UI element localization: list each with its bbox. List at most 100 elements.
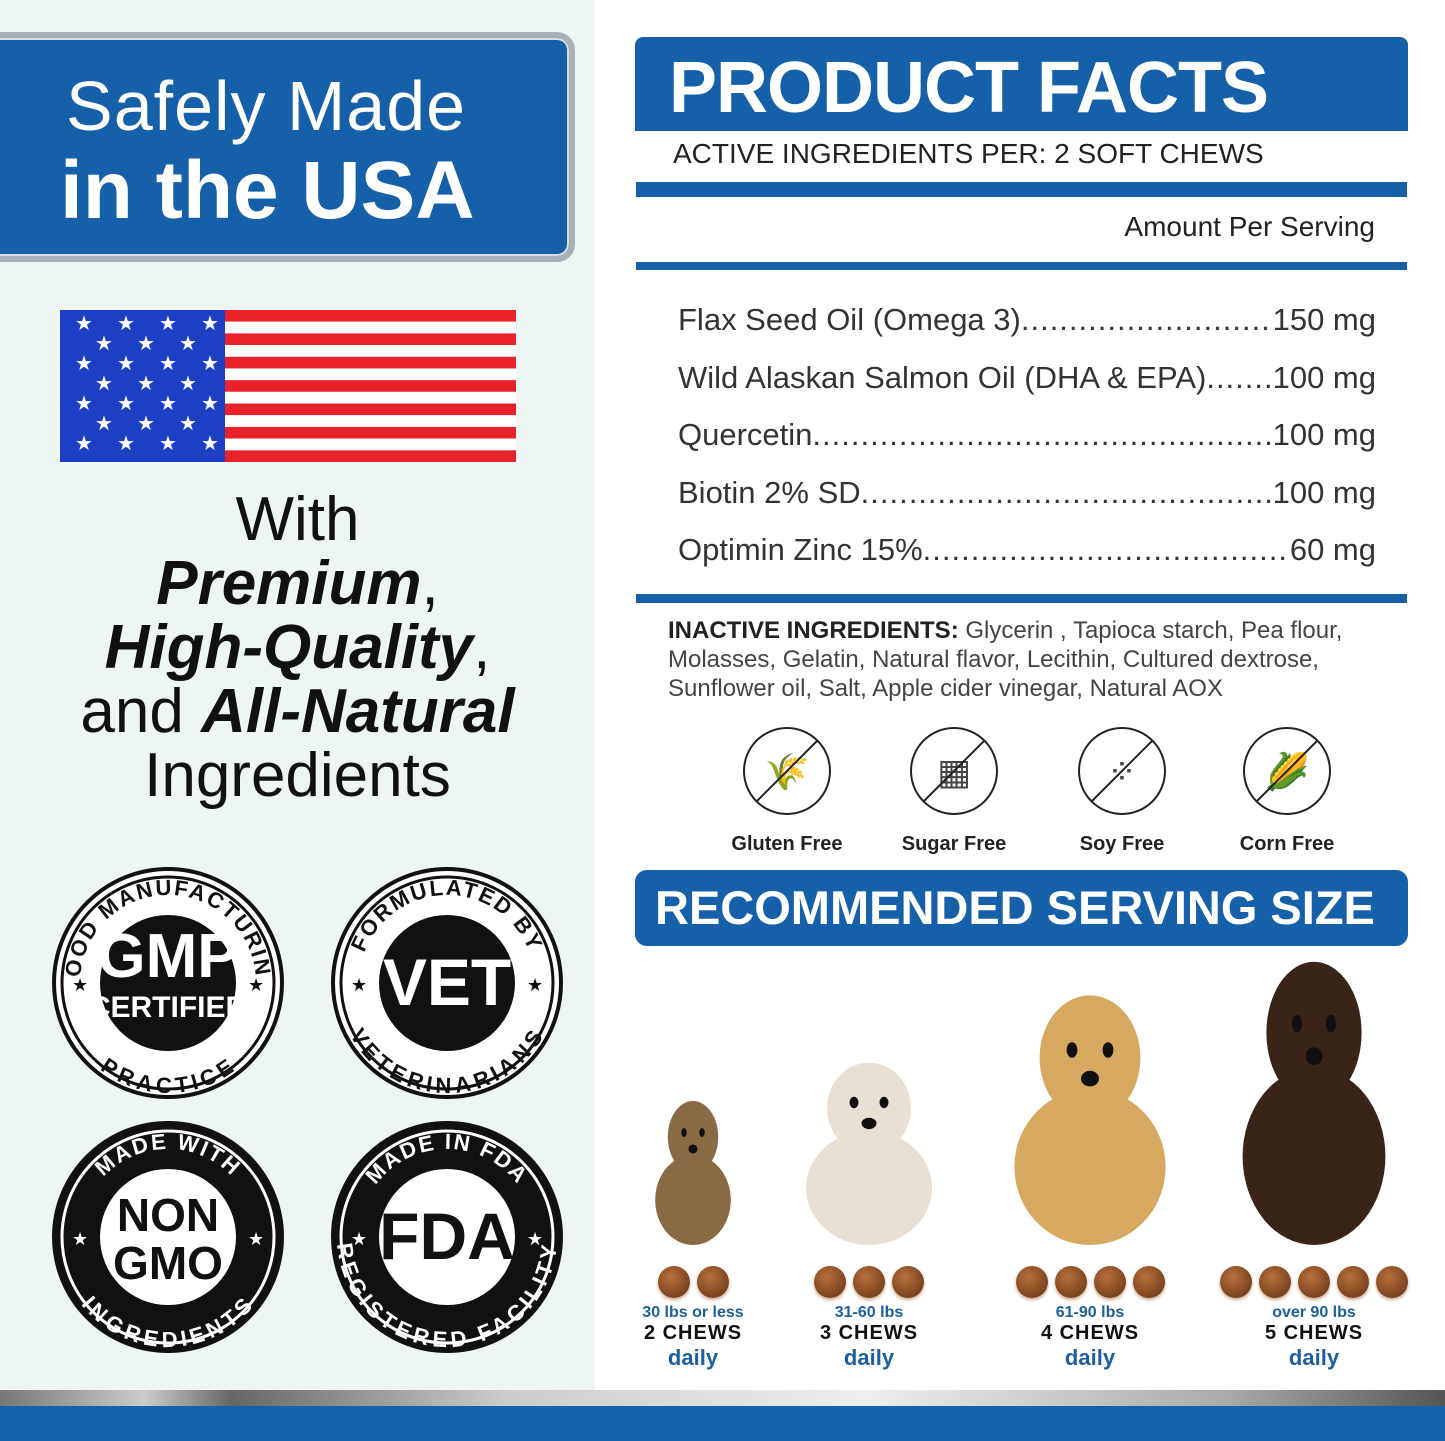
weight-range: over 90 lbs	[1272, 1304, 1356, 1321]
flag-star: ★	[75, 353, 93, 375]
chew-icon	[892, 1266, 924, 1298]
chews-row	[980, 1266, 1200, 1298]
inactive-label: INACTIVE INGREDIENTS:	[668, 617, 959, 644]
flag-star: ★	[75, 433, 93, 455]
free-from-label: Sugar Free	[901, 833, 1007, 855]
dog-image	[1242, 961, 1386, 1245]
flag-stripe	[60, 345, 516, 357]
flag-star: ★	[159, 433, 177, 455]
ingredient-name: Optimin Zinc 15%	[678, 532, 923, 567]
ingredient-row: Biotin 2% SD 100 mg	[678, 475, 1376, 511]
star-icon: ★	[248, 1229, 264, 1249]
flag-star: ★	[159, 353, 177, 375]
flag-star: ★	[117, 393, 135, 415]
chew-icon	[1376, 1266, 1408, 1298]
divider	[636, 594, 1407, 603]
flag-star: ★	[95, 333, 113, 355]
frequency: daily	[843, 1345, 895, 1370]
leader-dots	[923, 532, 1290, 568]
flag-star: ★	[201, 353, 219, 375]
chew-icon	[1337, 1266, 1369, 1298]
flag-star: ★	[179, 413, 197, 435]
flag-stripe	[60, 356, 516, 369]
corn-crossed-icon: 🌽	[1243, 727, 1331, 815]
high-quality-word: High-Quality	[104, 613, 474, 682]
star-icon: ★	[351, 975, 367, 995]
star-icon: ★	[72, 975, 88, 995]
inactive-text: Glycerin , Tapioca starch, Pea flour, Mo…	[668, 617, 1343, 702]
badge-center-text2: CERTIFIED	[89, 991, 247, 1024]
flag-stripe	[60, 380, 516, 392]
dog-image	[1014, 995, 1166, 1245]
flag-star: ★	[159, 313, 177, 335]
with-line: With	[235, 485, 360, 554]
banner-line2: in the USA	[60, 145, 475, 236]
flag-star: ★	[75, 393, 93, 415]
badge-center-text: VET	[383, 945, 511, 1019]
flag-stripe	[60, 415, 516, 427]
and-word: and	[80, 677, 202, 746]
free-from-label: Gluten Free	[731, 833, 843, 855]
chews-row	[759, 1266, 979, 1298]
divider	[636, 182, 1407, 197]
made-in-usa-banner: Safely Made in the USA	[0, 32, 575, 262]
flag-stripe	[60, 438, 516, 451]
ingredient-amount: 100 mg	[1272, 359, 1376, 395]
star-icon: ★	[527, 1229, 543, 1249]
flag-star: ★	[201, 433, 219, 455]
star-icon: ★	[248, 975, 264, 995]
ingredient-name: Wild Alaskan Salmon Oil (DHA & EPA)	[678, 359, 1207, 395]
ingredient-amount: 100 mg	[1272, 474, 1376, 510]
free-from-item: 🌽 Corn Free	[1212, 726, 1362, 856]
soybeans-crossed-icon: ⁘	[1078, 727, 1166, 815]
ingredient-amount: 100 mg	[1272, 417, 1376, 452]
chew-icon	[696, 1266, 729, 1298]
flag-star: ★	[95, 413, 113, 435]
product-facts-header: PRODUCT FACTS	[635, 37, 1408, 131]
ingredient-name: Biotin 2% SD	[678, 474, 861, 510]
ingredient-name: Quercetin	[678, 417, 813, 452]
flag-star: ★	[159, 393, 177, 415]
weight-range: 30 lbs or less	[642, 1304, 744, 1321]
free-from-item: ▦ Sugar Free	[879, 726, 1029, 856]
ingredient-row: Quercetin 100 mg	[678, 417, 1376, 453]
active-ingredients-subtitle: ACTIVE INGREDIENTS PER: 2 SOFT CHEWS	[673, 138, 1264, 169]
chew-icon	[1220, 1266, 1252, 1298]
premium-ingredients-text: With Premium, High-Quality, and All-Natu…	[0, 488, 595, 808]
flag-stripe	[60, 368, 516, 381]
flag-stripe	[60, 450, 516, 462]
chew-icon	[657, 1266, 690, 1298]
leader-dots	[1206, 360, 1272, 396]
chew-icon	[1259, 1266, 1291, 1298]
dog-image	[655, 1101, 731, 1245]
free-from-item: ⁘ Soy Free	[1047, 726, 1197, 856]
serving-tier: 30 lbs or less 2 CHEWS daily	[583, 1095, 803, 1371]
frequency: daily	[1288, 1345, 1340, 1370]
chew-icon	[1015, 1266, 1048, 1298]
product-facts-title: PRODUCT FACTS	[669, 48, 1269, 128]
badge-3: MADE IN FDA REGISTERED FACILITY FDA ★ ★	[331, 1121, 563, 1353]
chew-count: 3 CHEWS	[819, 1322, 919, 1344]
flag-star: ★	[137, 413, 155, 435]
badge-center-text: NON	[117, 1189, 219, 1241]
leader-dots	[1021, 302, 1273, 338]
badge-center-text2: GMO	[113, 1237, 223, 1289]
ingredient-row: Wild Alaskan Salmon Oil (DHA & EPA) 100 m…	[678, 360, 1376, 396]
inactive-ingredients: INACTIVE INGREDIENTS: Glycerin , Tapioca…	[668, 616, 1388, 703]
chew-icon	[1298, 1266, 1330, 1298]
serving-size-header: RECOMMENDED SERVING SIZE	[635, 870, 1408, 946]
chews-row	[1204, 1266, 1424, 1298]
free-from-label: Corn Free	[1239, 833, 1335, 855]
silver-divider	[0, 1390, 1445, 1406]
divider	[636, 262, 1407, 270]
sugar-cubes-crossed-icon: ▦	[910, 727, 998, 815]
flag-star: ★	[201, 313, 219, 335]
serving-tier: 31-60 lbs 3 CHEWS daily	[759, 1055, 979, 1371]
free-from-label: Soy Free	[1079, 833, 1165, 855]
star-icon: ★	[527, 975, 543, 995]
flag-star: ★	[137, 373, 155, 395]
flag-star: ★	[117, 433, 135, 455]
flag-stripe	[60, 391, 516, 404]
chew-count: 4 CHEWS	[1040, 1322, 1140, 1344]
